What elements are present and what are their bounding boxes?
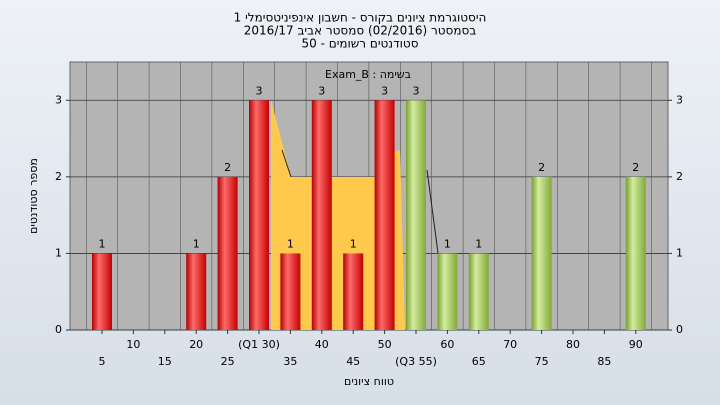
x-tick-label: 85 <box>597 355 611 368</box>
x-tick-label: (Q3 55) <box>395 355 437 368</box>
bar-value-label: 1 <box>350 237 357 250</box>
x-tick-label: 70 <box>503 338 517 351</box>
bar-value-label: 2 <box>538 161 545 174</box>
annotation: Exam_B : בשימה <box>325 68 411 81</box>
bar-value-label: 1 <box>475 237 482 250</box>
y-tick-label: 2 <box>55 170 62 183</box>
bar <box>531 176 552 330</box>
bar <box>437 253 458 330</box>
x-tick-label: (Q1 30) <box>238 338 280 351</box>
bar <box>217 176 238 330</box>
bar <box>343 253 364 330</box>
x-tick-label: 20 <box>189 338 203 351</box>
y2-tick-label: 1 <box>676 246 683 259</box>
x-tick-label: 10 <box>126 338 140 351</box>
bar <box>468 253 489 330</box>
bar <box>406 100 426 331</box>
bar-value-label: 3 <box>413 84 420 97</box>
y2-tick-label: 3 <box>676 93 683 106</box>
bar <box>625 176 646 330</box>
x-tick-label: 80 <box>566 338 580 351</box>
bar <box>92 253 112 330</box>
y-tick-label: 1 <box>55 246 62 259</box>
bar <box>311 100 332 331</box>
bar <box>374 100 395 331</box>
x-tick-label: 65 <box>472 355 486 368</box>
quartile-band <box>271 100 405 330</box>
bar-value-label: 1 <box>193 237 200 250</box>
x-tick-label: 75 <box>535 355 549 368</box>
x-axis-label: טווח ציונים <box>344 375 394 388</box>
bar-value-label: 2 <box>632 161 639 174</box>
bar-value-label: 1 <box>287 237 294 250</box>
y-tick-label: 3 <box>55 93 62 106</box>
x-tick-label: 35 <box>283 355 297 368</box>
chart-note: סטודנטים רשומים - 50 <box>301 37 418 51</box>
x-tick-label: 5 <box>99 355 106 368</box>
bar-value-label: 3 <box>381 84 388 97</box>
x-tick-label: 25 <box>221 355 235 368</box>
x-tick-label: 60 <box>440 338 454 351</box>
bar <box>280 253 301 330</box>
y-axis-label: מספר סטודנטים <box>27 158 40 234</box>
bar-value-label: 1 <box>444 237 451 250</box>
x-tick-label: 15 <box>158 355 172 368</box>
q1-pointer <box>281 149 292 178</box>
chart-subtitle: בסמסטר (02/2016) סמסטר אביב 2016/17 <box>244 24 476 38</box>
bar-value-label: 3 <box>318 84 325 97</box>
x-tick-label: 90 <box>629 338 643 351</box>
y-tick-label: 0 <box>55 323 62 336</box>
bar-value-label: 3 <box>256 84 263 97</box>
bar <box>249 100 269 331</box>
y2-tick-label: 0 <box>676 323 683 336</box>
q3-pointer <box>426 169 439 254</box>
bar-value-label: 1 <box>99 237 106 250</box>
chart-title: היסטוגרמת ציונים בקורס - חשבון אינפיניטס… <box>234 11 487 25</box>
x-tick-label: 40 <box>315 338 329 351</box>
bar <box>186 253 207 330</box>
x-tick-label: 50 <box>378 338 392 351</box>
x-tick-label: 45 <box>346 355 360 368</box>
bar-value-label: 2 <box>224 161 231 174</box>
y2-tick-label: 2 <box>676 170 683 183</box>
